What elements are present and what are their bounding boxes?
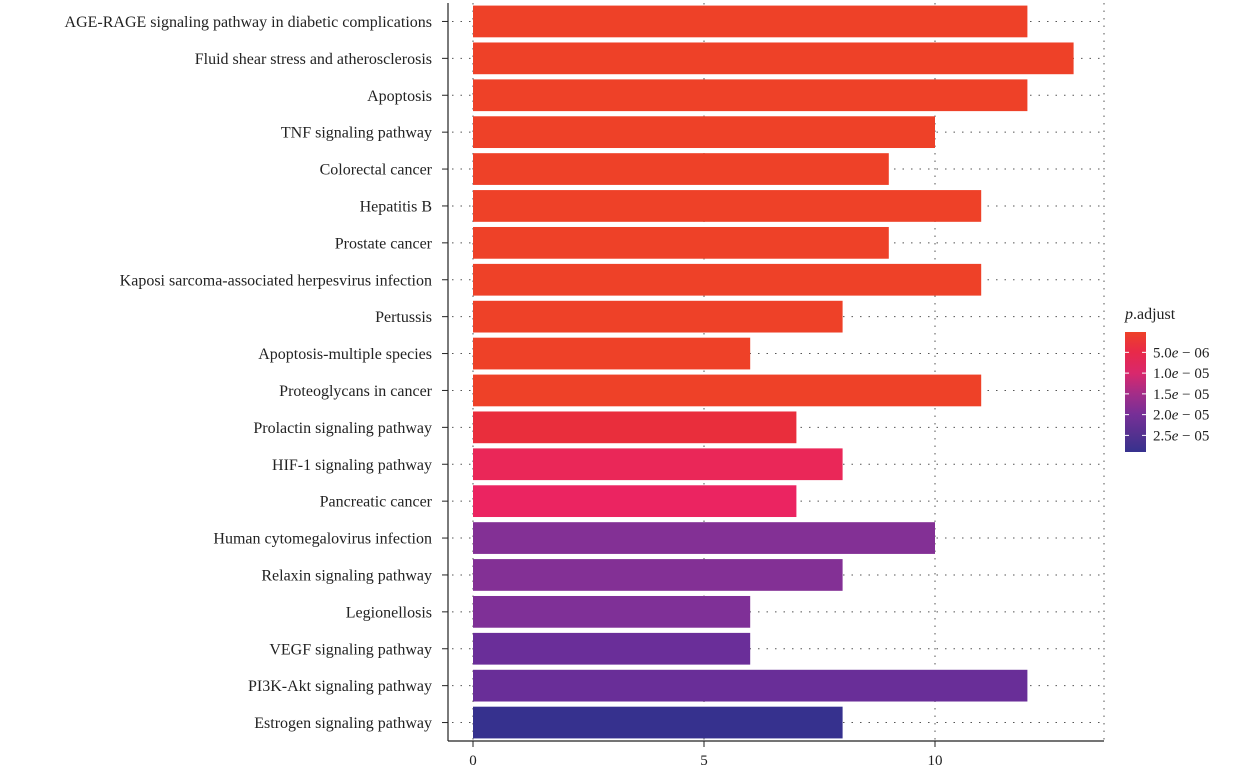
bar	[473, 448, 843, 481]
legend-label: 2.0e − 05	[1153, 408, 1209, 424]
bar	[473, 300, 843, 333]
bar	[473, 485, 797, 518]
category-label: Legionellosis	[346, 604, 432, 621]
category-label: Proteoglycans in cancer	[279, 383, 433, 400]
category-label: HIF-1 signaling pathway	[272, 457, 432, 474]
category-label: Relaxin signaling pathway	[261, 567, 432, 584]
x-tick-label: 10	[928, 753, 943, 769]
x-tick-label: 0	[469, 753, 477, 769]
category-label: PI3K-Akt signaling pathway	[248, 678, 432, 695]
category-label: Apoptosis	[367, 88, 432, 105]
grid-layer	[452, 3, 1105, 741]
legend: p.adjust 5.0e − 06 1.0e − 05 1.5e − 05 2.0e …	[1124, 306, 1210, 452]
bar	[473, 706, 843, 739]
legend-colorbar	[1125, 332, 1146, 452]
legend-label: 1.0e − 05	[1153, 366, 1209, 382]
legend-label: 5.0e − 06	[1153, 345, 1210, 361]
bar	[473, 337, 751, 370]
legend-label: 2.5e − 05	[1153, 428, 1209, 444]
bar	[473, 42, 1074, 75]
legend-title-rest: .adjust	[1133, 306, 1176, 323]
category-label: AGE-RAGE signaling pathway in diabetic c…	[65, 14, 432, 31]
category-label: Pertussis	[375, 309, 432, 326]
bars-layer	[473, 5, 1074, 739]
bar	[473, 190, 982, 222]
bar	[473, 669, 1028, 702]
bar	[473, 595, 751, 628]
category-labels: AGE-RAGE signaling pathway in diabetic c…	[65, 14, 433, 732]
category-label: Prostate cancer	[335, 235, 433, 252]
legend-title-italic: p	[1124, 306, 1133, 323]
category-label: TNF signaling pathway	[281, 125, 432, 142]
category-label: Human cytomegalovirus infection	[213, 531, 432, 548]
x-tick-label: 5	[700, 753, 708, 769]
legend-title: p.adjust	[1124, 306, 1176, 323]
bar	[473, 226, 889, 259]
bar	[473, 263, 982, 296]
category-label: VEGF signaling pathway	[269, 641, 432, 658]
category-label: Apoptosis-multiple species	[258, 346, 432, 363]
bar	[473, 79, 1028, 112]
category-label: Kaposi sarcoma-associated herpesvirus in…	[120, 272, 432, 289]
bar	[473, 411, 797, 444]
bar	[473, 153, 889, 185]
bar	[473, 5, 1028, 38]
category-label: Colorectal cancer	[320, 162, 433, 179]
category-label: Pancreatic cancer	[320, 494, 433, 511]
axes: 0 5 10	[442, 3, 1104, 769]
bar	[473, 116, 935, 149]
bar	[473, 632, 751, 665]
bar	[473, 559, 843, 591]
category-label: Hepatitis B	[360, 198, 432, 215]
bar	[473, 522, 935, 554]
category-label: Prolactin signaling pathway	[253, 420, 432, 437]
legend-label: 1.5e − 05	[1153, 387, 1209, 403]
category-label: Fluid shear stress and atherosclerosis	[195, 51, 432, 68]
category-label: Estrogen signaling pathway	[254, 715, 432, 732]
bar	[473, 374, 982, 407]
